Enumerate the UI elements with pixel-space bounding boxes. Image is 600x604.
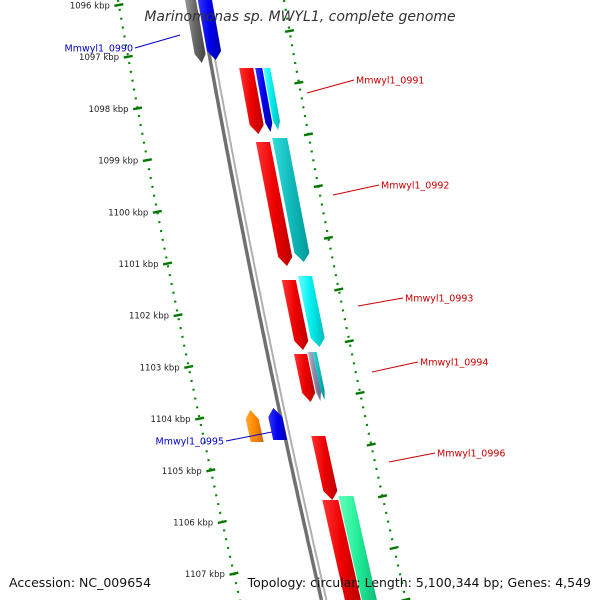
tick-mark [132, 106, 143, 111]
cds-0991-red [239, 68, 264, 134]
tick-mark [184, 364, 194, 369]
tick-mark [142, 158, 153, 163]
tick-label: 1098 kbp [89, 105, 129, 115]
tick-mark [173, 313, 183, 318]
gene-label-mmwyl1_0993[interactable]: Mmwyl1_0993 [405, 294, 473, 305]
tick-mark-outer [334, 287, 344, 292]
tick-mark [229, 571, 239, 576]
gene-label-mmwyl1_0992[interactable]: Mmwyl1_0992 [381, 181, 449, 192]
gene-leader-line [134, 34, 181, 49]
tick-label: 1105 kbp [162, 467, 202, 477]
tick-mark-outer [366, 442, 376, 447]
gene-leader-line [306, 79, 355, 94]
gene-label-mmwyl1_0996[interactable]: Mmwyl1_0996 [437, 449, 505, 460]
gene-label-mmwyl1_0991[interactable]: Mmwyl1_0991 [356, 76, 424, 87]
tick-mark-outer [355, 390, 365, 395]
gene-label-mmwyl1_0994[interactable]: Mmwyl1_0994 [420, 358, 488, 369]
cds-0992-red [255, 142, 293, 266]
tick-mark-outer [303, 132, 314, 137]
tick-label: 1099 kbp [98, 157, 138, 167]
feature-track [185, 0, 377, 600]
tick-mark [217, 519, 227, 525]
tick-label: 1103 kbp [140, 363, 180, 373]
tick-mark-outer [344, 339, 354, 344]
cds-0994-slate [307, 352, 321, 401]
tick-mark-outer [284, 29, 295, 33]
tick-label: 1100 kbp [108, 208, 148, 218]
cds-0990-grey [185, 0, 206, 63]
tick-mark [206, 468, 216, 473]
tick-mark [194, 416, 205, 421]
cds-0995-orange [245, 410, 264, 442]
genome-backbone [197, 0, 328, 601]
cds-0996-red [311, 436, 338, 500]
tick-label: 1101 kbp [118, 260, 158, 270]
tick-label: 1102 kbp [129, 312, 169, 322]
tick-label: 1107 kbp [185, 570, 225, 580]
tick-mark [114, 3, 124, 7]
cds-0997-mint [338, 496, 377, 600]
cds-0997-red [322, 500, 361, 600]
tick-mark-outer [323, 235, 334, 240]
tick-label: 1106 kbp [173, 519, 213, 529]
cds-0991-blue [255, 68, 273, 132]
cds-0994-red [294, 354, 316, 402]
cds-0995-blue [268, 408, 288, 440]
gene-leader-line [225, 431, 273, 442]
tick-label: 1096 kbp [70, 2, 110, 12]
tick-label: 1104 kbp [151, 415, 191, 425]
tick-mark-outer [313, 184, 323, 189]
accession-text: Accession: NC_009654 [9, 575, 152, 590]
tick-mark-outer [294, 80, 304, 85]
backbone-line-highlight [203, 0, 328, 601]
cds-0990-blue [198, 0, 222, 60]
gene-labels: Mmwyl1_0990 Mmwyl1_0991 Mmwyl1_0992 Mmwyl1_… [65, 34, 505, 463]
cds-0993-red [281, 280, 309, 350]
tick-mark [123, 54, 133, 59]
tick-label: 1097 kbp [79, 53, 119, 63]
gene-leader-line [371, 361, 419, 373]
cds-0991-cyan [263, 68, 280, 130]
gene-leader-line [332, 184, 380, 196]
tick-mark [162, 261, 173, 266]
tick-ruler: 1096 kbp 1097 kbp 1098 kbp 1099 kbp 1100 kbp… [70, 2, 411, 602]
cds-0992-teal [272, 138, 310, 262]
map-title: Marinomonas sp. MWYL1, complete genome [144, 9, 456, 25]
gene-label-mmwyl1_0995[interactable]: Mmwyl1_0995 [156, 437, 224, 448]
tick-mark-outer [377, 494, 388, 499]
gene-leader-line [388, 452, 436, 463]
cds-0993-cyan [298, 276, 325, 347]
gene-label-mmwyl1_0990[interactable]: Mmwyl1_0990 [65, 44, 133, 55]
topology-text: Topology: circular; Length: 5,100,344 bp… [247, 575, 591, 590]
backbone-line [197, 0, 324, 601]
cds-0994-teal [312, 352, 325, 400]
gene-leader-line [357, 297, 404, 307]
tick-mark-outer [389, 545, 399, 551]
tick-mark [152, 209, 162, 214]
